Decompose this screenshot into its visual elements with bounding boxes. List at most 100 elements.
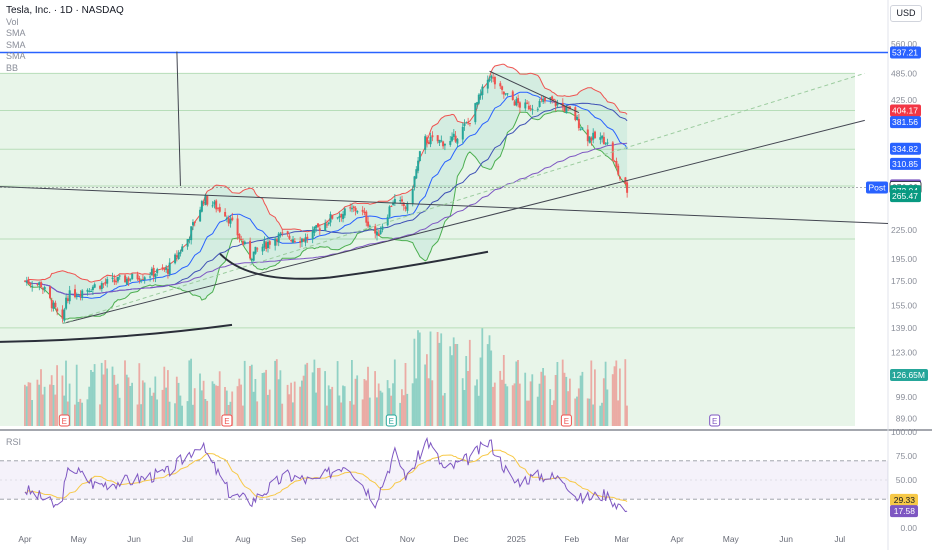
candle-body[interactable] <box>215 200 218 210</box>
candle-body[interactable] <box>27 280 30 284</box>
price-tag[interactable]: 334.82 <box>890 142 921 155</box>
candle-body[interactable] <box>143 277 146 280</box>
candle-body[interactable] <box>68 290 71 302</box>
candle-body[interactable] <box>542 99 545 102</box>
candle-body[interactable] <box>41 287 44 290</box>
candle-body[interactable] <box>218 207 221 212</box>
candle-body[interactable] <box>352 206 355 209</box>
candle-body[interactable] <box>91 286 94 290</box>
candle-body[interactable] <box>231 217 234 221</box>
earnings-marker[interactable]: E <box>709 414 721 427</box>
candle-body[interactable] <box>181 246 184 252</box>
candle-body[interactable] <box>529 108 532 110</box>
candle-body[interactable] <box>152 267 155 277</box>
candle-body[interactable] <box>288 235 291 239</box>
candle-body[interactable] <box>202 202 205 204</box>
candle-body[interactable] <box>213 201 216 205</box>
candle-body[interactable] <box>551 96 554 100</box>
candle-body[interactable] <box>254 246 257 254</box>
candle-body[interactable] <box>524 102 527 109</box>
candle-body[interactable] <box>211 205 214 207</box>
candle-body[interactable] <box>88 291 91 293</box>
candle-body[interactable] <box>474 103 477 123</box>
candle-body[interactable] <box>165 267 168 270</box>
candle-body[interactable] <box>343 208 346 216</box>
candle-body[interactable] <box>401 199 403 202</box>
earnings-marker[interactable]: E <box>58 414 70 427</box>
candle-body[interactable] <box>163 268 166 270</box>
candle-body[interactable] <box>40 282 43 288</box>
candle-body[interactable] <box>50 300 53 309</box>
candle-body[interactable] <box>286 231 289 235</box>
candle-body[interactable] <box>225 217 228 219</box>
candle-body[interactable] <box>438 139 441 143</box>
candle-body[interactable] <box>267 241 269 248</box>
candle-body[interactable] <box>615 161 618 167</box>
candle-body[interactable] <box>499 83 502 87</box>
candle-body[interactable] <box>127 277 130 282</box>
candle-body[interactable] <box>490 75 493 79</box>
candle-body[interactable] <box>299 241 302 243</box>
candle-body[interactable] <box>477 94 480 104</box>
candle-body[interactable] <box>317 223 319 227</box>
candle-body[interactable] <box>442 141 445 147</box>
vertical-marker[interactable] <box>176 51 181 186</box>
candle-body[interactable] <box>518 102 521 108</box>
candle-body[interactable] <box>463 123 466 126</box>
candle-body[interactable] <box>393 199 396 204</box>
candle-body[interactable] <box>531 108 534 110</box>
candle-body[interactable] <box>349 207 352 209</box>
candle-body[interactable] <box>268 241 271 245</box>
candle-body[interactable] <box>99 286 102 289</box>
candle-body[interactable] <box>429 136 432 145</box>
trendline-dashed[interactable] <box>62 72 865 324</box>
candle-body[interactable] <box>313 226 316 233</box>
candle-body[interactable] <box>79 294 82 297</box>
candle-body[interactable] <box>379 230 382 235</box>
candle-body[interactable] <box>381 226 384 230</box>
candle-body[interactable] <box>293 241 296 243</box>
candle-body[interactable] <box>56 308 59 312</box>
candle-body[interactable] <box>502 91 505 95</box>
candle-body[interactable] <box>292 239 294 243</box>
candle-body[interactable] <box>590 137 593 141</box>
candle-body[interactable] <box>250 258 253 260</box>
legend-indicator-bb[interactable]: BB <box>6 62 19 73</box>
candle-body[interactable] <box>513 101 516 106</box>
candle-body[interactable] <box>431 135 434 138</box>
candle-body[interactable] <box>129 279 132 281</box>
candle-body[interactable] <box>476 102 479 105</box>
candle-body[interactable] <box>617 165 620 175</box>
candle-body[interactable] <box>136 274 139 280</box>
candle-body[interactable] <box>342 214 345 219</box>
candle-body[interactable] <box>236 218 239 236</box>
candle-body[interactable] <box>227 217 230 224</box>
candle-body[interactable] <box>581 127 584 129</box>
candle-body[interactable] <box>229 218 232 224</box>
candle-body[interactable] <box>338 215 341 218</box>
candle-body[interactable] <box>392 202 395 205</box>
candle-body[interactable] <box>29 283 32 285</box>
candle-body[interactable] <box>81 290 84 298</box>
candle-body[interactable] <box>329 214 332 223</box>
candle-body[interactable] <box>131 273 134 279</box>
candle-body[interactable] <box>304 237 307 243</box>
candle-body[interactable] <box>374 226 377 234</box>
candle-body[interactable] <box>252 251 255 261</box>
candle-body[interactable] <box>174 254 177 264</box>
candle-body[interactable] <box>479 93 482 96</box>
candle-body[interactable] <box>140 279 143 282</box>
candle-body[interactable] <box>592 132 595 140</box>
candle-body[interactable] <box>386 216 389 226</box>
candle-body[interactable] <box>449 141 452 145</box>
candle-body[interactable] <box>594 131 596 139</box>
rsi-value-tag[interactable]: 17.58 <box>890 505 918 518</box>
candle-body[interactable] <box>626 182 629 193</box>
candle-body[interactable] <box>65 297 68 309</box>
candle-body[interactable] <box>606 142 609 144</box>
candle-body[interactable] <box>556 103 559 106</box>
candle-body[interactable] <box>354 207 357 211</box>
candle-body[interactable] <box>318 228 321 231</box>
legend-indicator-vol[interactable]: Vol <box>6 16 19 27</box>
candle-body[interactable] <box>179 252 182 254</box>
